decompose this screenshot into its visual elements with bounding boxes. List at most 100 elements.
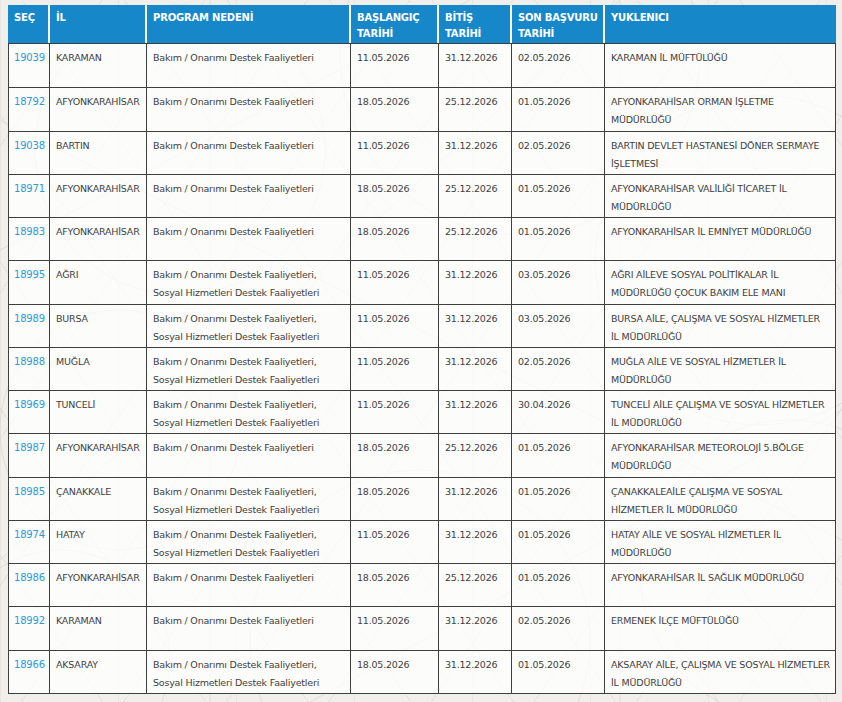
cell-yuklenici: AFYONKARAHİSAR İL SAĞLIK MÜDÜRLÜĞÜ bbox=[605, 564, 835, 606]
cell-baslangic-tarihi: 11.05.2026 bbox=[351, 261, 439, 303]
record-id-link[interactable]: 18989 bbox=[14, 313, 45, 324]
cell-il: AKSARAY bbox=[50, 651, 147, 693]
cell-baslangic-tarihi: 18.05.2026 bbox=[351, 88, 439, 130]
record-id-link[interactable]: 19038 bbox=[14, 140, 45, 151]
cell-bitis-tarihi: 31.12.2026 bbox=[439, 521, 512, 563]
table-row: 18969 TUNCELİ Bakım / Onarımı Destek Faa… bbox=[9, 390, 835, 433]
cell-sec: 18983 bbox=[9, 218, 50, 260]
record-id-link[interactable]: 18971 bbox=[14, 183, 45, 194]
cell-sec: 18969 bbox=[9, 391, 50, 433]
cell-il: AFYONKARAHİSAR bbox=[50, 175, 147, 217]
cell-son-basvuru-tarihi: 01.05.2026 bbox=[512, 218, 605, 260]
record-id-link[interactable]: 18792 bbox=[14, 96, 45, 107]
table-row: 18971 AFYONKARAHİSAR Bakım / Onarımı Des… bbox=[9, 174, 835, 217]
cell-bitis-tarihi: 31.12.2026 bbox=[439, 607, 512, 649]
cell-bitis-tarihi: 31.12.2026 bbox=[439, 651, 512, 693]
cell-bitis-tarihi: 25.12.2026 bbox=[439, 88, 512, 130]
cell-program-nedeni: Bakım / Onarımı Destek Faaliyetleri bbox=[147, 88, 351, 130]
cell-baslangic-tarihi: 18.05.2026 bbox=[351, 564, 439, 606]
cell-baslangic-tarihi: 18.05.2026 bbox=[351, 175, 439, 217]
cell-program-nedeni: Bakım / Onarımı Destek Faaliyetleri bbox=[147, 218, 351, 260]
cell-program-nedeni: Bakım / Onarımı Destek Faaliyetleri, Sos… bbox=[147, 391, 351, 433]
cell-son-basvuru-tarihi: 03.05.2026 bbox=[512, 261, 605, 303]
cell-baslangic-tarihi: 11.05.2026 bbox=[351, 607, 439, 649]
cell-il: AFYONKARAHİSAR bbox=[50, 218, 147, 260]
column-header-son-basvuru-tarihi: SON BAŞVURU TARİHİ bbox=[512, 5, 605, 43]
table-row: 18983 AFYONKARAHİSAR Bakım / Onarımı Des… bbox=[9, 217, 835, 260]
cell-baslangic-tarihi: 18.05.2026 bbox=[351, 478, 439, 520]
cell-program-nedeni: Bakım / Onarımı Destek Faaliyetleri bbox=[147, 607, 351, 649]
record-id-link[interactable]: 18966 bbox=[14, 659, 45, 670]
cell-sec: 18995 bbox=[9, 261, 50, 303]
record-id-link[interactable]: 18983 bbox=[14, 226, 45, 237]
record-id-link[interactable]: 18986 bbox=[14, 572, 45, 583]
record-id-link[interactable]: 18987 bbox=[14, 442, 45, 453]
cell-il: KARAMAN bbox=[50, 44, 147, 87]
programs-table: SEÇ İL PROGRAM NEDENİ BAŞLANGIÇ TARİHİ B… bbox=[8, 5, 836, 694]
cell-il: KARAMAN bbox=[50, 607, 147, 649]
cell-baslangic-tarihi: 18.05.2026 bbox=[351, 434, 439, 476]
record-id-link[interactable]: 18988 bbox=[14, 356, 45, 367]
column-header-baslangic-tarihi: BAŞLANGIÇ TARİHİ bbox=[351, 5, 439, 43]
cell-bitis-tarihi: 31.12.2026 bbox=[439, 478, 512, 520]
cell-program-nedeni: Bakım / Onarımı Destek Faaliyetleri, Sos… bbox=[147, 305, 351, 347]
record-id-link[interactable]: 18985 bbox=[14, 486, 45, 497]
cell-yuklenici: ERMENEK İLÇE MÜFTÜLÜĞÜ bbox=[605, 607, 835, 649]
table-row: 18792 AFYONKARAHİSAR Bakım / Onarımı Des… bbox=[9, 87, 835, 130]
cell-bitis-tarihi: 25.12.2026 bbox=[439, 218, 512, 260]
cell-bitis-tarihi: 25.12.2026 bbox=[439, 564, 512, 606]
table-row: 18995 AĞRI Bakım / Onarımı Destek Faaliy… bbox=[9, 260, 835, 303]
cell-program-nedeni: Bakım / Onarımı Destek Faaliyetleri bbox=[147, 44, 351, 87]
cell-sec: 18792 bbox=[9, 88, 50, 130]
cell-sec: 18974 bbox=[9, 521, 50, 563]
cell-yuklenici: ÇANAKKALEAİLE ÇALIŞMA VE SOSYAL HİZMETLE… bbox=[605, 478, 835, 520]
cell-bitis-tarihi: 31.12.2026 bbox=[439, 44, 512, 87]
cell-program-nedeni: Bakım / Onarımı Destek Faaliyetleri, Sos… bbox=[147, 651, 351, 693]
cell-baslangic-tarihi: 11.05.2026 bbox=[351, 348, 439, 390]
cell-son-basvuru-tarihi: 01.05.2026 bbox=[512, 434, 605, 476]
cell-il: BURSA bbox=[50, 305, 147, 347]
cell-il: ÇANAKKALE bbox=[50, 478, 147, 520]
cell-il: AĞRI bbox=[50, 261, 147, 303]
cell-bitis-tarihi: 31.12.2026 bbox=[439, 348, 512, 390]
column-header-bitis-tarihi: BİTİŞ TARİHİ bbox=[439, 5, 512, 43]
cell-son-basvuru-tarihi: 02.05.2026 bbox=[512, 607, 605, 649]
cell-bitis-tarihi: 31.12.2026 bbox=[439, 132, 512, 174]
table-row: 18987 AFYONKARAHİSAR Bakım / Onarımı Des… bbox=[9, 433, 835, 476]
cell-sec: 18987 bbox=[9, 434, 50, 476]
cell-son-basvuru-tarihi: 01.05.2026 bbox=[512, 521, 605, 563]
cell-son-basvuru-tarihi: 01.05.2026 bbox=[512, 651, 605, 693]
table-row: 19038 BARTIN Bakım / Onarımı Destek Faal… bbox=[9, 131, 835, 174]
record-id-link[interactable]: 19039 bbox=[14, 52, 45, 63]
cell-bitis-tarihi: 25.12.2026 bbox=[439, 434, 512, 476]
cell-sec: 18986 bbox=[9, 564, 50, 606]
cell-yuklenici: AFYONKARAHİSAR İL EMNİYET MÜDÜRLÜĞÜ bbox=[605, 218, 835, 260]
table-body: 19039 KARAMAN Bakım / Onarımı Destek Faa… bbox=[8, 43, 836, 694]
cell-baslangic-tarihi: 11.05.2026 bbox=[351, 305, 439, 347]
cell-yuklenici: BURSA AİLE, ÇALIŞMA VE SOSYAL HİZMETLER … bbox=[605, 305, 835, 347]
column-header-program-nedeni: PROGRAM NEDENİ bbox=[147, 5, 351, 43]
cell-son-basvuru-tarihi: 02.05.2026 bbox=[512, 348, 605, 390]
cell-son-basvuru-tarihi: 02.05.2026 bbox=[512, 44, 605, 87]
column-header-il: İL bbox=[50, 5, 147, 43]
cell-baslangic-tarihi: 18.05.2026 bbox=[351, 218, 439, 260]
cell-yuklenici: MUĞLA AİLE VE SOSYAL HİZMETLER İL MÜDÜRL… bbox=[605, 348, 835, 390]
cell-yuklenici: AFYONKARAHİSAR ORMAN İŞLETME MÜDÜRLÜĞÜ bbox=[605, 88, 835, 130]
cell-baslangic-tarihi: 11.05.2026 bbox=[351, 391, 439, 433]
record-id-link[interactable]: 18969 bbox=[14, 399, 45, 410]
table-row: 18992 KARAMAN Bakım / Onarımı Destek Faa… bbox=[9, 606, 835, 649]
table-header-row: SEÇ İL PROGRAM NEDENİ BAŞLANGIÇ TARİHİ B… bbox=[8, 5, 836, 43]
record-id-link[interactable]: 18974 bbox=[14, 529, 45, 540]
cell-yuklenici: AĞRI AİLEVE SOSYAL POLİTİKALAR İL MÜDÜRL… bbox=[605, 261, 835, 303]
cell-sec: 18966 bbox=[9, 651, 50, 693]
cell-il: TUNCELİ bbox=[50, 391, 147, 433]
record-id-link[interactable]: 18992 bbox=[14, 615, 45, 626]
record-id-link[interactable]: 18995 bbox=[14, 269, 45, 280]
cell-program-nedeni: Bakım / Onarımı Destek Faaliyetleri, Sos… bbox=[147, 348, 351, 390]
cell-il: AFYONKARAHİSAR bbox=[50, 564, 147, 606]
cell-bitis-tarihi: 31.12.2026 bbox=[439, 391, 512, 433]
cell-sec: 18971 bbox=[9, 175, 50, 217]
cell-il: AFYONKARAHİSAR bbox=[50, 88, 147, 130]
cell-son-basvuru-tarihi: 30.04.2026 bbox=[512, 391, 605, 433]
table-row: 18966 AKSARAY Bakım / Onarımı Destek Faa… bbox=[9, 650, 835, 693]
